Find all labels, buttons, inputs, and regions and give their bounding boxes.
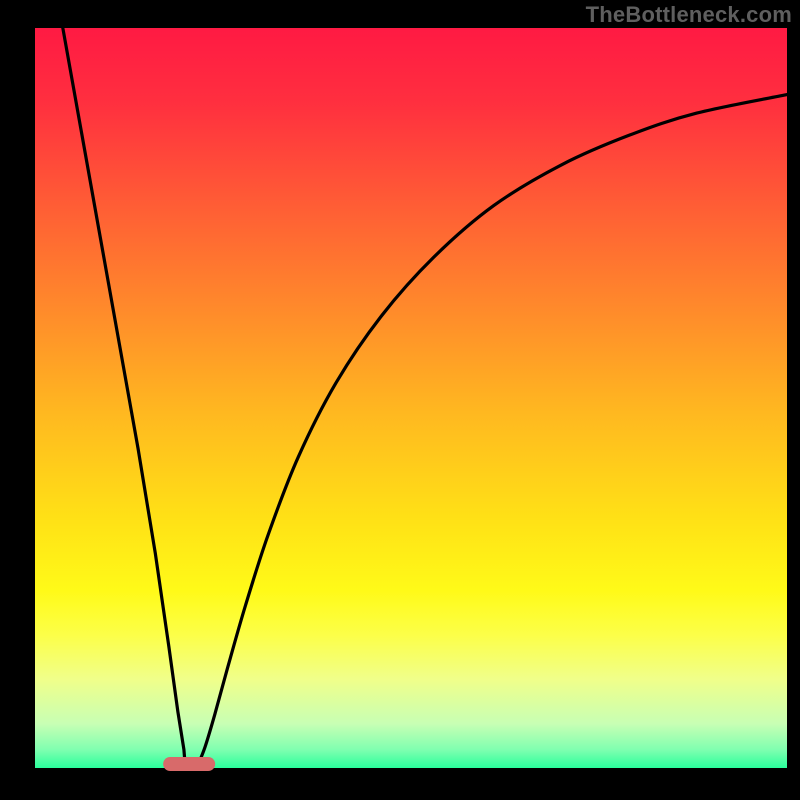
bottom-marker-pill: [163, 757, 215, 771]
bottleneck-chart: [0, 0, 800, 800]
plot-background: [35, 28, 787, 768]
chart-container: TheBottleneck.com: [0, 0, 800, 800]
watermark-text: TheBottleneck.com: [586, 2, 792, 28]
